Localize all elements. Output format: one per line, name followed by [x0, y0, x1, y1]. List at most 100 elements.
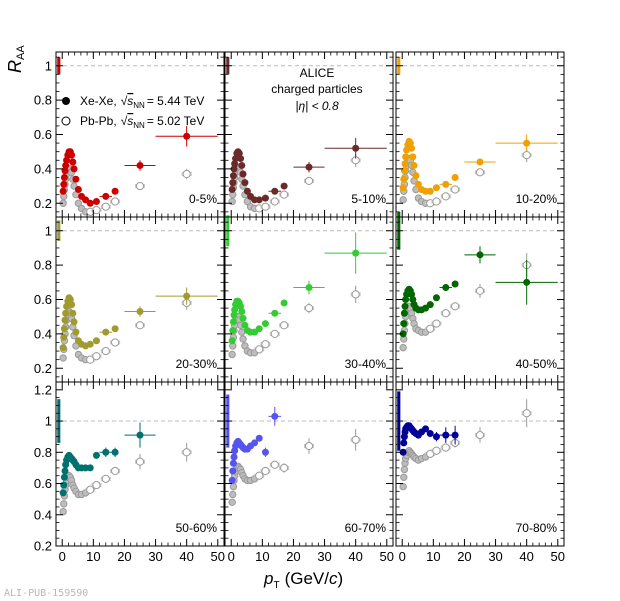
xexe-point: [229, 172, 237, 180]
xexe-point: [228, 186, 236, 193]
panel-frame: [55, 381, 225, 547]
xexe-point: [271, 187, 279, 195]
pbpb-point: [432, 446, 441, 455]
panel-60-70%: 0 10 20 30 40 50 60-70%: [224, 381, 394, 564]
xexe-point: [229, 318, 237, 326]
pbpb-point: [351, 290, 360, 299]
xexe-point: [280, 182, 288, 190]
pbpb-point: [135, 181, 145, 191]
pbpb-point: [111, 466, 120, 476]
x-tick-label: 20: [457, 549, 471, 564]
xexe-point: [442, 180, 450, 188]
legend: Xe-Xe, √sNN = 5.44 TeV Pb-Pb, √sNN = 5.02 Te…: [61, 94, 204, 130]
xexe-point: [399, 330, 407, 338]
xexe-point: [61, 167, 69, 175]
xexe-point: [60, 173, 68, 181]
xexe-point: [414, 180, 422, 188]
xexe-point: [442, 431, 450, 439]
xexe-point: [230, 311, 238, 319]
pbpb-point: [228, 197, 236, 206]
xexe-point: [476, 251, 484, 259]
pbpb-point: [101, 346, 110, 356]
xexe-point: [72, 328, 80, 336]
x-tick-label: 0: [228, 549, 235, 564]
xexe-point: [231, 306, 239, 314]
pbpb-point: [229, 482, 238, 491]
y-tick-label: 0.4: [34, 507, 52, 522]
xexe-point: [86, 340, 94, 348]
xexe-point: [92, 451, 100, 459]
pbpb-point: [270, 329, 279, 338]
data-layer: [399, 134, 558, 208]
y-tick-label: 1.2: [34, 382, 52, 397]
centrality-label: 70-80%: [516, 521, 558, 535]
pbpb-point: [522, 409, 531, 418]
pbpb-point: [441, 443, 450, 452]
xexe-point: [59, 187, 67, 195]
centrality-label: 5-10%: [351, 192, 386, 206]
x-tick-label: 50: [380, 549, 394, 564]
xexe-point: [229, 467, 237, 475]
data-layer: [228, 137, 387, 213]
xexe-point: [62, 309, 70, 317]
pbpb-point: [239, 335, 247, 343]
pbpb-point: [255, 471, 264, 480]
xexe-point: [229, 179, 237, 187]
xexe-point: [400, 167, 408, 175]
pbpb-point: [351, 435, 360, 444]
x-tick-label: 0: [59, 549, 66, 564]
xexe-point: [111, 325, 119, 333]
xexe-point: [432, 433, 440, 441]
legend-xexe-label: Xe-Xe, √sNN = 5.44 TeV: [80, 94, 204, 110]
x-tick-label: 40: [519, 549, 533, 564]
y-tick-label: 0.6: [34, 476, 52, 491]
panel-70-80%: 0 10 20 30 40 50 70-80%: [395, 381, 565, 564]
xexe-point: [261, 194, 269, 202]
xexe-point: [60, 473, 68, 481]
x-tick-label: 50: [211, 549, 225, 564]
panel-frame: [395, 381, 565, 547]
panel-frame: [224, 381, 394, 547]
xexe-point: [183, 292, 191, 300]
pbpb-point: [111, 338, 120, 347]
xexe-point: [442, 283, 450, 291]
y-tick-label: 0.6: [34, 292, 52, 307]
xexe-point: [271, 309, 279, 317]
y-tick-label: 0.4: [34, 326, 52, 341]
xexe-point: [231, 160, 239, 168]
xexe-point: [111, 187, 119, 195]
pbpb-point: [280, 463, 289, 473]
pbpb-point: [92, 206, 101, 215]
pbpb-point: [399, 482, 407, 491]
xexe-point: [69, 158, 77, 166]
xexe-point: [61, 316, 69, 324]
xexe-point: [523, 139, 531, 147]
pbpb-point: [135, 321, 145, 330]
y-tick-label: 0.2: [34, 361, 52, 376]
xexe-point: [271, 412, 279, 420]
y-tick-label: 0.8: [34, 93, 52, 108]
pbpb-point: [451, 302, 460, 311]
panel-40-50%: 40-50%: [395, 211, 565, 383]
xexe-point: [410, 161, 418, 169]
pbpb-point: [475, 286, 485, 296]
pbpb-point: [261, 202, 270, 211]
pbpb-point: [400, 465, 409, 474]
pbpb-point: [111, 197, 120, 206]
xexe-point: [59, 344, 67, 352]
xexe-point: [239, 170, 247, 178]
xexe-point: [451, 280, 459, 288]
x-tick-label: 20: [117, 549, 131, 564]
pbpb-point: [59, 354, 67, 362]
annotation-eta: |η| < 0.8: [295, 99, 339, 113]
pbpb-point: [432, 319, 441, 328]
xexe-point: [280, 299, 288, 307]
y-tick-label: 0.2: [34, 539, 52, 554]
xexe-point: [523, 278, 531, 286]
xexe-point: [136, 161, 144, 169]
x-tick-label: 10: [255, 549, 269, 564]
legend-pbpb-marker: [61, 116, 71, 126]
xexe-point: [255, 325, 263, 333]
xexe-point: [399, 448, 407, 456]
xexe-point: [426, 301, 434, 309]
